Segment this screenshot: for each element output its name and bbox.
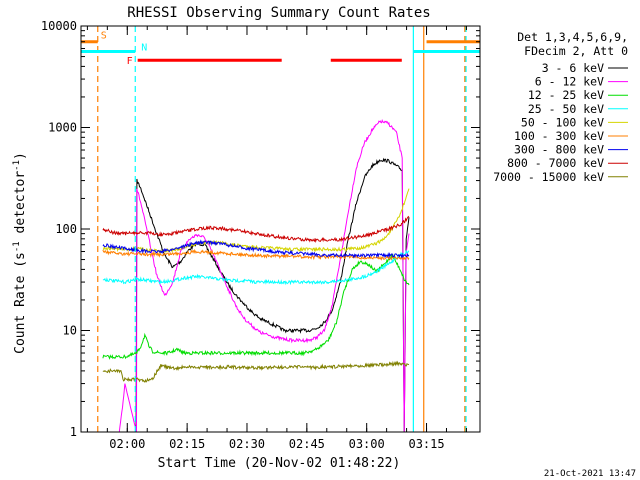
annotation-label-s: S: [101, 31, 107, 42]
series-line-0: [110, 157, 410, 432]
legend-label-0: 3 - 6 keV: [542, 61, 604, 75]
x-tick-label: 02:45: [289, 437, 325, 451]
legend-label-7: 800 - 7000 keV: [507, 156, 604, 170]
annotation-layer: S NF: [81, 26, 480, 432]
legend-header-line: FDecim 2, Att 0: [524, 44, 628, 58]
y-label-superscript: -1: [12, 241, 22, 252]
x-tick-label: 03:00: [349, 437, 385, 451]
y-axis-label: Count Rate (s-1 detector-1): [12, 152, 28, 354]
y-tick-label: 1000: [48, 121, 77, 135]
legend-label-3: 25 - 50 keV: [528, 102, 604, 116]
x-axis-label: Start Time (20-Nov-02 01:48:22): [158, 456, 401, 471]
y-label-part: ): [13, 152, 28, 160]
y-tick-label: 100: [55, 222, 77, 236]
x-tick-label: 02:15: [169, 437, 205, 451]
legend: Det 1,3,4,5,6,9,FDecim 2, Att 0 3 - 6 keV…: [493, 30, 628, 184]
legend-label-1: 6 - 12 keV: [535, 75, 604, 89]
series-line-3: [102, 249, 410, 286]
legend-label-5: 100 - 300 keV: [514, 129, 604, 143]
x-tick-label: 02:00: [109, 437, 145, 451]
series-line-2: [102, 253, 410, 360]
series-layer: [102, 118, 410, 432]
annotation-label-n: N: [141, 43, 147, 54]
legend-label-4: 50 - 100 keV: [521, 115, 604, 129]
y-tick-label: 10000: [41, 19, 77, 33]
series-line-5: [102, 248, 410, 261]
x-tick-label: 02:30: [229, 437, 265, 451]
plot-frame: [80, 25, 481, 433]
series-line-1: [118, 118, 410, 432]
legend-label-2: 12 - 25 keV: [528, 88, 604, 102]
annotation-label-f: F: [127, 56, 133, 67]
y-tick-label: 1: [70, 425, 77, 439]
chart-title: RHESSI Observing Summary Count Rates: [127, 5, 430, 21]
y-label-part: detector: [13, 171, 28, 242]
y-label-superscript: -1: [12, 160, 22, 171]
footer-date: 21-Oct-2021 13:47: [544, 469, 636, 479]
series-line-4: [102, 188, 410, 254]
x-tick-label: 03:15: [408, 437, 444, 451]
legend-label-8: 7000 - 15000 keV: [493, 170, 604, 184]
y-tick-label: 10: [63, 324, 77, 338]
series-line-6: [102, 239, 410, 259]
axis-layer: 1 10 100 1000 10000 02:00 02:15 02:30 02:45 03:00…: [41, 19, 480, 451]
legend-header-line: Det 1,3,4,5,6,9,: [517, 30, 628, 44]
legend-label-6: 300 - 800 keV: [514, 143, 604, 157]
series-line-7: [102, 215, 410, 243]
y-label-part: Count Rate (s: [13, 252, 28, 354]
series-line-8: [102, 360, 410, 383]
